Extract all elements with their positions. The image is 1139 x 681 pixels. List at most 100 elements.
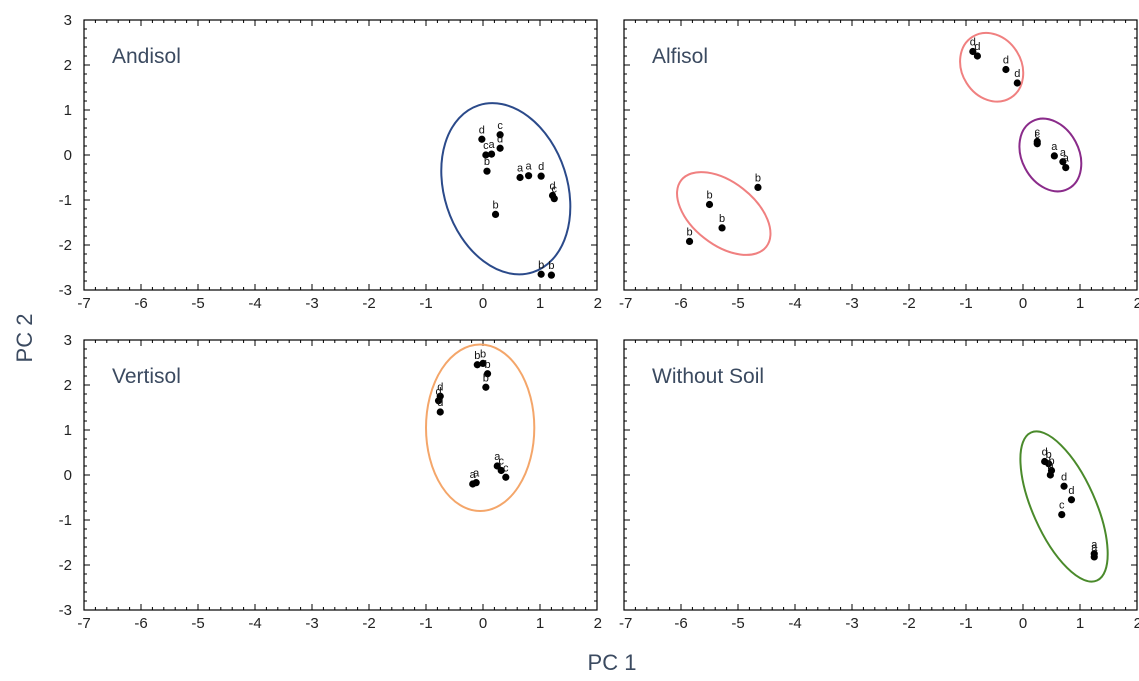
- x-tick-label: -2: [902, 615, 915, 632]
- point-label: d: [435, 386, 441, 398]
- data-point: [1090, 553, 1098, 561]
- data-point: [1033, 140, 1041, 148]
- x-tick-label: -6: [134, 295, 147, 312]
- x-tick-label: 0: [479, 615, 487, 632]
- cluster-ellipse: [676, 171, 772, 256]
- data-point: [537, 172, 545, 180]
- point-label: d: [1014, 68, 1020, 80]
- point-label: d: [1003, 55, 1009, 67]
- data-point: [537, 270, 545, 278]
- point-label: b: [719, 213, 725, 225]
- cluster-ellipse: [1018, 117, 1083, 193]
- point-label: a: [470, 469, 477, 481]
- point-label: d: [437, 381, 443, 393]
- data-point: [550, 195, 558, 203]
- x-tick-label: -7: [619, 295, 632, 312]
- data-point: [482, 151, 490, 159]
- x-tick-label: 1: [536, 615, 544, 632]
- point-label: a: [517, 163, 524, 175]
- cluster-ellipse: [959, 31, 1025, 103]
- data-point: [1067, 496, 1076, 504]
- data-point: [969, 47, 977, 56]
- data-point: [478, 135, 486, 143]
- point-label: c: [497, 120, 503, 132]
- x-tick-label: -4: [788, 615, 801, 632]
- x-tick-label: -6: [674, 295, 687, 312]
- x-tick-label: -2: [362, 615, 375, 632]
- panel-title: Without Soil: [652, 365, 764, 388]
- data-point: [473, 361, 481, 369]
- y-tick-label: -2: [59, 237, 72, 254]
- y-tick-label: 1: [64, 422, 72, 439]
- x-tick-label: 0: [479, 295, 487, 312]
- data-point: [547, 271, 556, 279]
- data-point: [472, 479, 480, 487]
- point-label: a: [1060, 147, 1067, 159]
- x-tick-label: 2: [594, 615, 602, 632]
- data-point: [502, 473, 510, 481]
- x-tick-label: -4: [248, 295, 261, 312]
- x-tick-label: -5: [731, 615, 744, 632]
- x-tick-label: 2: [1134, 615, 1139, 632]
- data-point: [1060, 482, 1068, 490]
- point-label: d: [1068, 485, 1074, 497]
- point-label: d: [974, 41, 980, 53]
- point-label: c: [1035, 127, 1041, 139]
- point-label: d: [437, 397, 443, 409]
- point-label: a: [488, 139, 495, 151]
- x-tick-label: -6: [674, 615, 687, 632]
- point-label: b: [755, 172, 761, 184]
- data-point: [973, 52, 982, 60]
- x-tick-label: -1: [419, 615, 432, 632]
- data-point: [705, 200, 714, 209]
- data-point: [482, 383, 490, 391]
- point-label: b: [484, 359, 490, 371]
- x-tick-label: 1: [536, 295, 544, 312]
- x-tick-label: -7: [619, 615, 632, 632]
- point-label: b: [484, 156, 490, 168]
- data-point: [754, 183, 762, 191]
- data-point: [483, 167, 491, 175]
- x-tick-label: -4: [248, 615, 261, 632]
- point-label: b: [548, 260, 554, 272]
- x-tick-label: -5: [731, 295, 744, 312]
- point-label: b: [483, 372, 489, 384]
- x-tick-label: -7: [77, 615, 90, 632]
- x-tick-label: -5: [191, 295, 204, 312]
- x-tick-label: 0: [1019, 295, 1027, 312]
- x-axis-title: PC 1: [588, 650, 637, 675]
- point-label: b: [686, 226, 692, 238]
- x-tick-label: -1: [959, 295, 972, 312]
- cluster-ellipse: [425, 343, 536, 512]
- data-point: [497, 466, 505, 475]
- point-label: a: [526, 161, 533, 173]
- data-point: [491, 210, 500, 218]
- y-tick-label: -2: [59, 557, 72, 574]
- point-label: a: [473, 468, 480, 480]
- x-tick-label: -3: [845, 615, 858, 632]
- x-tick-label: -2: [362, 295, 375, 312]
- point-label: c: [552, 184, 558, 196]
- point-label: b: [538, 259, 544, 271]
- data-point: [685, 237, 694, 245]
- point-label: d: [479, 124, 485, 136]
- panel-title: Andisol: [112, 45, 181, 68]
- data-point: [1050, 152, 1058, 160]
- data-point: [434, 397, 443, 405]
- x-tick-label: -7: [77, 295, 90, 312]
- data-point: [516, 173, 524, 182]
- point-label: b: [1048, 456, 1054, 468]
- y-axis-title: PC 2: [12, 314, 37, 363]
- data-point: [496, 131, 504, 139]
- point-label: a: [1051, 141, 1058, 153]
- point-label: c: [498, 456, 504, 468]
- x-tick-label: -3: [305, 615, 318, 632]
- data-point: [479, 359, 487, 367]
- y-tick-label: 3: [64, 332, 72, 349]
- data-point: [525, 172, 533, 180]
- point-label: d: [970, 37, 976, 49]
